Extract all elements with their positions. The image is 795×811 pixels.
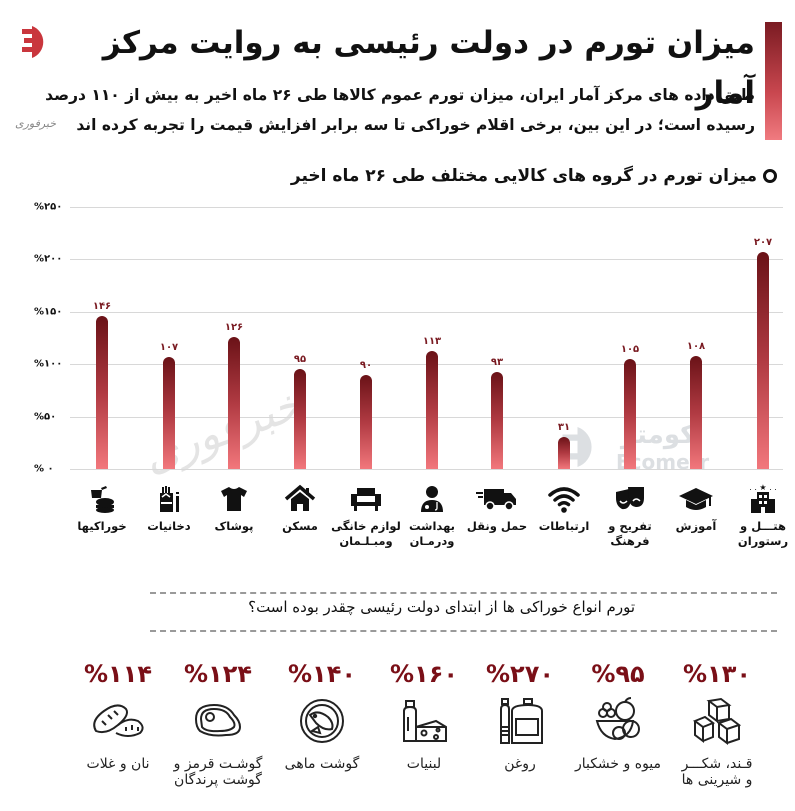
category-health: بهداشت ودرمـان [397, 483, 467, 549]
y-tick: %۲۰۰ [34, 253, 63, 265]
hotel-icon: . . ★ . . [749, 483, 777, 513]
food-item-fruit-nuts: %۹۵ میوه و خشکبار [568, 660, 668, 772]
food-item-meat: %۱۲۴ گوشـت قرمز و گوشت پرندگان [168, 660, 268, 788]
food-pct: %۱۴۰ [288, 660, 356, 688]
house-icon [284, 484, 316, 511]
bar-value-label: ۹۳ [490, 356, 504, 368]
food-pct: %۲۷۰ [486, 660, 554, 688]
food-pct: %۱۱۴ [84, 660, 152, 688]
category-tobacco: دخانیات [134, 483, 204, 534]
bar-value-label: ۹۰ [359, 359, 373, 371]
bar-value-label: ۹۵ [293, 354, 307, 366]
category-recreation-culture: تفریح و فرهنگ [595, 483, 665, 549]
graduation-cap-icon [679, 488, 713, 510]
bar [491, 371, 503, 469]
category-hotel-restaurant: . . ★ . . هتـــل و رستوران [737, 483, 789, 548]
bar-value-label: ۱۱۳ [422, 335, 442, 347]
bar [558, 436, 570, 469]
food-item-bread: %۱۱۴ نان و غلات [68, 660, 168, 772]
bar-value-label: ۱۰۵ [620, 343, 640, 355]
subtitle-line-2: رسیده است؛ در این بین، برخی اقلام خوراکی… [76, 116, 755, 134]
bar-chart: خبرفوری اکومتر Ecometr %۲۵۰ %۲۰۰ %۱۵۰ %۱… [0, 195, 795, 485]
category-household-furniture: لوازم خانگی ومبـلـمان [331, 483, 401, 549]
food-pct: %۱۶۰ [390, 660, 458, 688]
khabarfori-logo-icon [22, 26, 44, 58]
sugar-cubes-icon [692, 697, 742, 745]
gridline-200 [70, 259, 783, 260]
svg-text:. . ★ . .: . . ★ . . [749, 483, 777, 492]
category-transport: حمل ونقل [462, 483, 532, 534]
bar [96, 315, 108, 469]
bar-value-label: ۱۰۸ [686, 340, 706, 352]
y-tick: %۱۵۰ [34, 306, 63, 318]
food-inflation-question: تورم انواع خوراکی ها از ابتدای دولت رئیس… [248, 598, 635, 616]
brand-signature: خبرفوری [15, 117, 57, 130]
bar [757, 252, 769, 469]
armchair-icon [351, 488, 381, 511]
y-tick: %۵۰ [34, 411, 57, 423]
gridline-150 [70, 312, 783, 313]
food-item-fish: %۱۴۰ گوشت ماهی [272, 660, 372, 772]
milk-cheese-icon [403, 700, 447, 742]
oil-bottles-icon [500, 698, 543, 744]
circle-bullet-icon [763, 169, 777, 183]
category-food: خوراکیها [67, 483, 137, 534]
bar [624, 358, 636, 469]
fish-plate-icon [300, 699, 344, 743]
bar-value-label: ۱۰۷ [159, 341, 179, 353]
food-inflation-list: %۱۱۴ نان و غلات %۱۲۴ گوشـت قرمز و گوشت پر… [60, 660, 780, 810]
food-pct: %۱۳۰ [683, 660, 751, 688]
fast-food-icon [91, 486, 114, 513]
category-clothing: پوشاک [199, 483, 269, 534]
gridline-0 [70, 469, 783, 470]
accent-bar [765, 22, 782, 140]
doctor-icon [421, 486, 443, 512]
bar-value-label: ۳۱ [557, 421, 571, 433]
gridline-250 [70, 207, 783, 208]
y-tick: %۱۰۰ [34, 358, 63, 370]
bar [360, 374, 372, 469]
subtitle-line-1: طبق داده های مرکز آمار ایران، میزان تورم… [45, 86, 755, 104]
food-pct: %۹۵ [591, 660, 645, 688]
divider-bottom [150, 630, 777, 632]
chart-title: میزان تورم در گروه های کالایی مختلف طی ۲… [291, 166, 777, 186]
cigarettes-icon [160, 486, 179, 512]
divider-top [150, 592, 777, 594]
bar [426, 350, 438, 469]
subtitle: طبق داده های مرکز آمار ایران، میزان تورم… [25, 80, 755, 140]
category-education: آموزش [661, 483, 731, 534]
food-item-dairy: %۱۶۰ لبنیات [374, 660, 474, 772]
category-communications: ارتباطات [529, 483, 599, 534]
y-tick: % ۰ [34, 463, 54, 475]
y-tick: %۲۵۰ [34, 201, 63, 213]
wifi-icon [548, 487, 580, 513]
bar [690, 355, 702, 469]
bread-icon [93, 704, 144, 737]
bar-value-label: ۱۴۶ [92, 300, 112, 312]
chart-title-text: میزان تورم در گروه های کالایی مختلف طی ۲… [290, 166, 757, 186]
bar [163, 356, 175, 469]
header: میزان تورم در دولت رئیسی به روایت مرکز آ… [0, 0, 795, 170]
tshirt-icon [221, 487, 247, 511]
food-item-sugar-sweets: %۱۳۰ قـند، شکـــر و شیرینی ها [667, 660, 767, 788]
bar-value-label: ۱۲۶ [224, 321, 244, 333]
bar [228, 336, 240, 469]
fruit-bowl-icon [595, 697, 640, 741]
bar-value-label: ۲۰۷ [753, 237, 773, 249]
food-item-oil: %۲۷۰ روغن [470, 660, 570, 772]
truck-icon [476, 489, 516, 511]
food-pct: %۱۲۴ [184, 660, 252, 688]
steak-icon [194, 703, 242, 737]
category-axis: خوراکیها دخانیات پوشاک مسکن لوازم خانگی و… [0, 483, 795, 563]
category-housing: مسکن [265, 483, 335, 534]
theater-masks-icon [616, 487, 644, 510]
bar [294, 369, 306, 469]
khabarfori-watermark: خبرفوری [136, 378, 308, 483]
page-title: میزان تورم در دولت رئیسی به روایت مرکز آ… [102, 25, 756, 111]
